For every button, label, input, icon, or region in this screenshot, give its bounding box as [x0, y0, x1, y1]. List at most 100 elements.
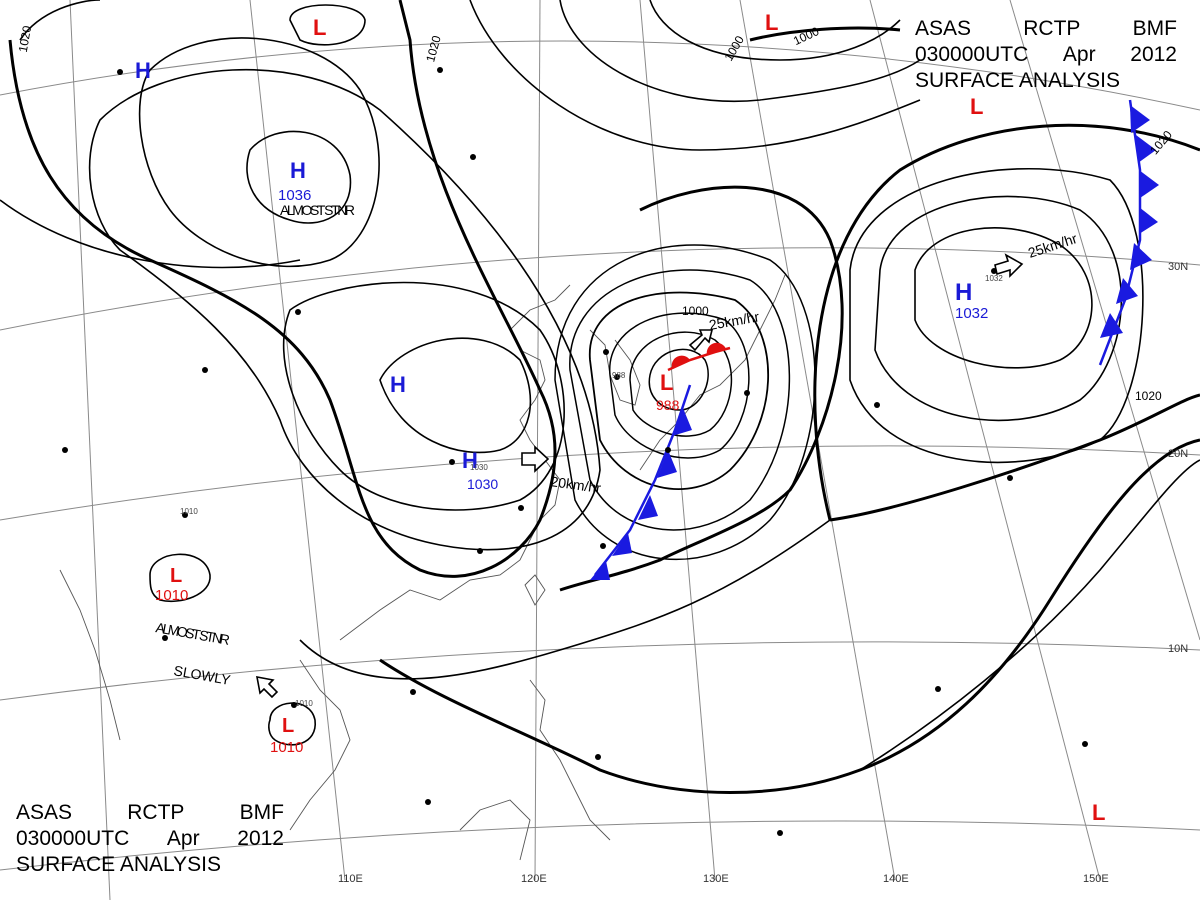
lat-label: 10N: [1168, 643, 1188, 655]
high-pressure-letter: H: [955, 279, 972, 306]
cold-front-east: [1098, 99, 1159, 366]
lon-line-130e: [639, 0, 716, 881]
header-top-row-3: SURFACE ANALYSIS: [915, 68, 1177, 94]
header-year: 2012: [1130, 43, 1177, 66]
high-pressure-letter: H: [390, 372, 406, 397]
cold-front-tooth: [1130, 243, 1152, 270]
lon-label: 130E: [703, 873, 729, 885]
cold-front-south: [590, 384, 692, 580]
header-office: BMF: [239, 801, 284, 824]
isobar-1010-ring-sw: [268, 702, 316, 746]
high-pressure-value: 1032: [955, 305, 988, 322]
high-pressure-letter: H: [135, 58, 151, 83]
motion-speed: 20km/hr: [550, 473, 603, 496]
lat-label: 20N: [1168, 448, 1188, 460]
high-pressure-letter: H: [290, 158, 306, 183]
header-center: RCTP: [1023, 17, 1081, 40]
header-bottom: ASAS RCTP BMF 030000UTC Apr 2012 SURFACE…: [16, 800, 284, 878]
header-agency: ASAS: [16, 801, 73, 824]
station-dot: [477, 548, 483, 554]
header-agency: ASAS: [915, 17, 972, 40]
low-pressure-letter: L: [765, 10, 778, 35]
header-time: 030000UTC: [915, 43, 1029, 66]
station-dot: [291, 702, 297, 708]
lon-line-160e: [1009, 0, 1200, 641]
station-value: 988: [612, 371, 626, 380]
header-top: ASAS RCTP BMF 030000UTC Apr 2012 SURFACE…: [915, 16, 1177, 94]
header-bottom-row-3: SURFACE ANALYSIS: [16, 852, 284, 878]
header-month: Apr: [166, 827, 200, 850]
cold-front-tooth: [638, 495, 658, 520]
header-top-row-2: 030000UTC Apr 2012: [915, 42, 1177, 68]
station-dot: [117, 69, 123, 75]
arrow-low-988: [688, 329, 714, 352]
isobar-1010-ring-w: [149, 553, 211, 602]
low-pressure-letter: L: [282, 715, 294, 737]
header-center: RCTP: [127, 801, 185, 824]
isobar-north-4: [0, 199, 301, 269]
station-dot: [470, 154, 476, 160]
isobar-label: 1020: [16, 24, 34, 53]
station-dot: [874, 402, 880, 408]
cold-front-tooth: [672, 408, 692, 436]
coordinate-labels: 110E 120E 130E 140E 150E 30N 20N 10N: [338, 261, 1188, 885]
isobar-low-1: [648, 348, 709, 411]
high-pressure-letter: H: [462, 448, 478, 473]
isobar-1036-ring: [246, 130, 352, 224]
isobar-1032-ring: [138, 37, 380, 268]
header-bottom-row-2: 030000UTC Apr 2012: [16, 826, 284, 852]
header-month: Apr: [1062, 43, 1096, 66]
coast-borneo: [459, 799, 531, 861]
isobar-north-2: [559, 0, 921, 102]
lon-line-100e: [69, 0, 111, 900]
station-dot: [614, 374, 620, 380]
isobar-1030-center: [379, 337, 532, 454]
isobar-low-4: [569, 269, 791, 531]
arrow-east-high-1030: [521, 445, 550, 473]
isobar-1020-east-bold: [813, 123, 1200, 521]
station-dot: [425, 799, 431, 805]
coast-india-east: [59, 569, 121, 741]
motion-arrows: [255, 253, 1024, 699]
low-pressure-letter: L: [1092, 800, 1105, 825]
station-dot: [449, 459, 455, 465]
isobar-north-low-ring: [289, 4, 366, 46]
cold-front-tooth: [1100, 313, 1123, 338]
cold-front-tooth: [1136, 135, 1156, 163]
isobar-label: 1000: [682, 304, 709, 318]
isobar-north-1000: [749, 26, 901, 42]
lat-line-40n: [0, 40, 1200, 111]
cold-front-tooth: [1130, 105, 1150, 133]
cold-front-line-east: [1098, 99, 1142, 366]
station-dot: [182, 512, 188, 518]
isobar-1020-south-bold: [559, 185, 844, 592]
header-bottom-row-1: ASAS RCTP BMF: [16, 800, 284, 826]
high-pressure-value: 1030: [467, 476, 498, 492]
lon-line-150e: [869, 0, 1101, 881]
warm-front-bump: [706, 342, 726, 355]
cold-front-tooth: [590, 561, 610, 580]
isobar-nw-1020: [19, 0, 101, 41]
station-dot: [595, 754, 601, 760]
isobar-1020-north-bold: [8, 0, 557, 578]
station-dot: [600, 543, 606, 549]
low-pressure-letter: L: [170, 565, 182, 587]
station-dot: [202, 367, 208, 373]
station-dot: [603, 349, 609, 355]
isobar-north-3: [469, 0, 921, 151]
station-dot: [437, 67, 443, 73]
cold-front-tooth: [657, 450, 677, 478]
lat-line-20n: [0, 445, 1200, 521]
lon-label: 110E: [338, 873, 363, 885]
cold-front-tooth: [1139, 170, 1159, 198]
header-time: 030000UTC: [16, 827, 130, 850]
warm-front: [667, 342, 731, 372]
station-dot: [935, 686, 941, 692]
station-dot: [162, 635, 168, 641]
high-pressure-value: 1036: [278, 187, 311, 204]
coast-philippines: [529, 679, 611, 841]
station-dot: [1082, 741, 1088, 747]
